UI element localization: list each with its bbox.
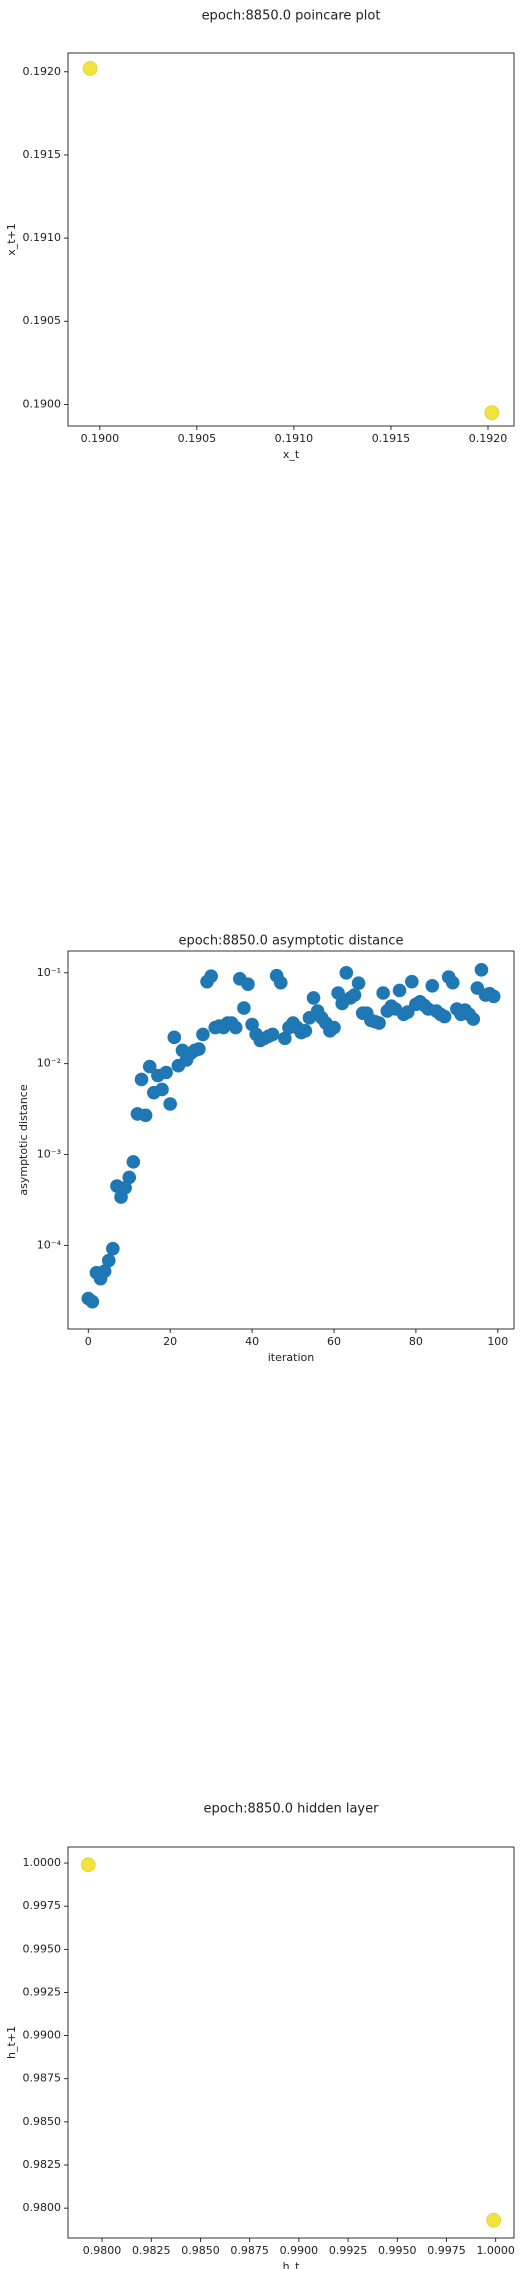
point bbox=[347, 988, 362, 1002]
y-tick-label: 0.9975 bbox=[23, 1899, 62, 1912]
x-axis-label: iteration bbox=[268, 1351, 314, 1364]
point bbox=[80, 1857, 96, 1873]
y-tick-label: 0.9925 bbox=[23, 1985, 62, 1998]
point bbox=[85, 1294, 100, 1309]
x-tick-label: 0.9800 bbox=[83, 2244, 122, 2257]
y-tick-label: 0.1900 bbox=[23, 397, 62, 410]
x-tick-label: 0.1900 bbox=[81, 432, 120, 445]
point bbox=[82, 61, 98, 76]
point bbox=[425, 979, 440, 993]
y-axis-label: h_t+1 bbox=[5, 2026, 18, 2059]
y-tick-label: 0.9850 bbox=[23, 2115, 62, 2128]
point bbox=[241, 977, 255, 991]
chart-title: epoch:8850.0 asymptotic distance bbox=[178, 934, 403, 949]
y-tick-label: 0.9900 bbox=[23, 2029, 62, 2042]
y-tick-label: 1.0000 bbox=[23, 1856, 62, 1869]
x-tick-label: 0.9900 bbox=[280, 2244, 319, 2257]
point bbox=[486, 989, 501, 1004]
x-tick-label: 0.9925 bbox=[329, 2244, 368, 2257]
point bbox=[466, 1012, 481, 1026]
x-tick-label: 0 bbox=[85, 1335, 92, 1348]
point bbox=[484, 405, 500, 420]
point bbox=[192, 1042, 206, 1056]
x-tick-label: 1.0000 bbox=[476, 2244, 515, 2257]
point bbox=[405, 974, 419, 989]
y-tick-label: 0.9875 bbox=[23, 2072, 62, 2085]
point bbox=[372, 1016, 386, 1030]
x-tick-label: 100 bbox=[487, 1335, 508, 1348]
point bbox=[376, 986, 390, 1000]
chart-title: epoch:8850.0 poincare plot bbox=[202, 9, 381, 24]
x-tick-label: 40 bbox=[245, 1335, 259, 1348]
y-tick-label: 0.1920 bbox=[23, 65, 62, 78]
y-tick-label: 0.1915 bbox=[23, 148, 62, 161]
point bbox=[392, 983, 407, 998]
x-tick-label: 0.9825 bbox=[132, 2244, 171, 2257]
point bbox=[228, 1020, 243, 1035]
x-tick-label: 80 bbox=[409, 1335, 423, 1348]
point bbox=[196, 1027, 210, 1042]
point bbox=[306, 991, 321, 1005]
plot-frame bbox=[67, 950, 515, 1330]
point bbox=[167, 1030, 182, 1045]
y-axis-label: asymptotic distance bbox=[17, 1084, 30, 1195]
point bbox=[445, 975, 460, 990]
x-tick-label: 60 bbox=[327, 1335, 341, 1348]
x-tick-label: 0.9975 bbox=[427, 2244, 466, 2257]
x-tick-label: 0.9850 bbox=[181, 2244, 220, 2257]
plot-frame bbox=[67, 1846, 515, 2239]
point bbox=[159, 1065, 173, 1080]
point bbox=[265, 1027, 280, 1042]
x-tick-label: 0.1910 bbox=[275, 432, 314, 445]
x-tick-label: 0.1920 bbox=[469, 432, 508, 445]
point bbox=[142, 1059, 157, 1074]
y-tick-label: 10⁻² bbox=[37, 1057, 61, 1070]
point bbox=[474, 963, 489, 977]
point bbox=[106, 1241, 120, 1256]
point bbox=[237, 1001, 251, 1015]
point bbox=[204, 969, 218, 983]
x-tick-label: 0.1915 bbox=[372, 432, 411, 445]
chart-title: epoch:8850.0 hidden layer bbox=[204, 1802, 380, 1817]
point bbox=[437, 1009, 452, 1024]
x-tick-label: 0.1905 bbox=[178, 432, 217, 445]
point bbox=[122, 1170, 137, 1185]
point bbox=[339, 966, 354, 980]
x-tick-label: 0.9875 bbox=[230, 2244, 269, 2257]
x-tick-label: 0.9950 bbox=[378, 2244, 417, 2257]
plot-frame bbox=[67, 52, 515, 427]
y-axis-label: x_t+1 bbox=[5, 223, 18, 256]
point bbox=[298, 1024, 313, 1038]
point bbox=[486, 2212, 502, 2228]
point bbox=[138, 1108, 153, 1123]
point bbox=[351, 976, 366, 990]
y-tick-label: 10⁻³ bbox=[37, 1148, 61, 1161]
point bbox=[134, 1072, 149, 1087]
y-tick-label: 10⁻⁴ bbox=[37, 1238, 62, 1251]
point bbox=[101, 1253, 116, 1268]
y-tick-label: 0.9950 bbox=[23, 1942, 62, 1955]
x-tick-label: 20 bbox=[163, 1335, 177, 1348]
x-axis-label: h_t bbox=[283, 2260, 300, 2269]
point bbox=[155, 1082, 169, 1097]
point bbox=[327, 1020, 341, 1035]
point bbox=[273, 975, 288, 990]
y-tick-label: 10⁻¹ bbox=[37, 966, 61, 979]
y-tick-label: 0.1905 bbox=[23, 314, 62, 327]
y-tick-label: 0.9800 bbox=[23, 2201, 62, 2214]
y-tick-label: 0.9825 bbox=[23, 2158, 62, 2171]
y-tick-label: 0.1910 bbox=[23, 231, 62, 244]
point bbox=[163, 1097, 177, 1111]
x-axis-label: x_t bbox=[283, 448, 300, 461]
point bbox=[126, 1155, 141, 1169]
